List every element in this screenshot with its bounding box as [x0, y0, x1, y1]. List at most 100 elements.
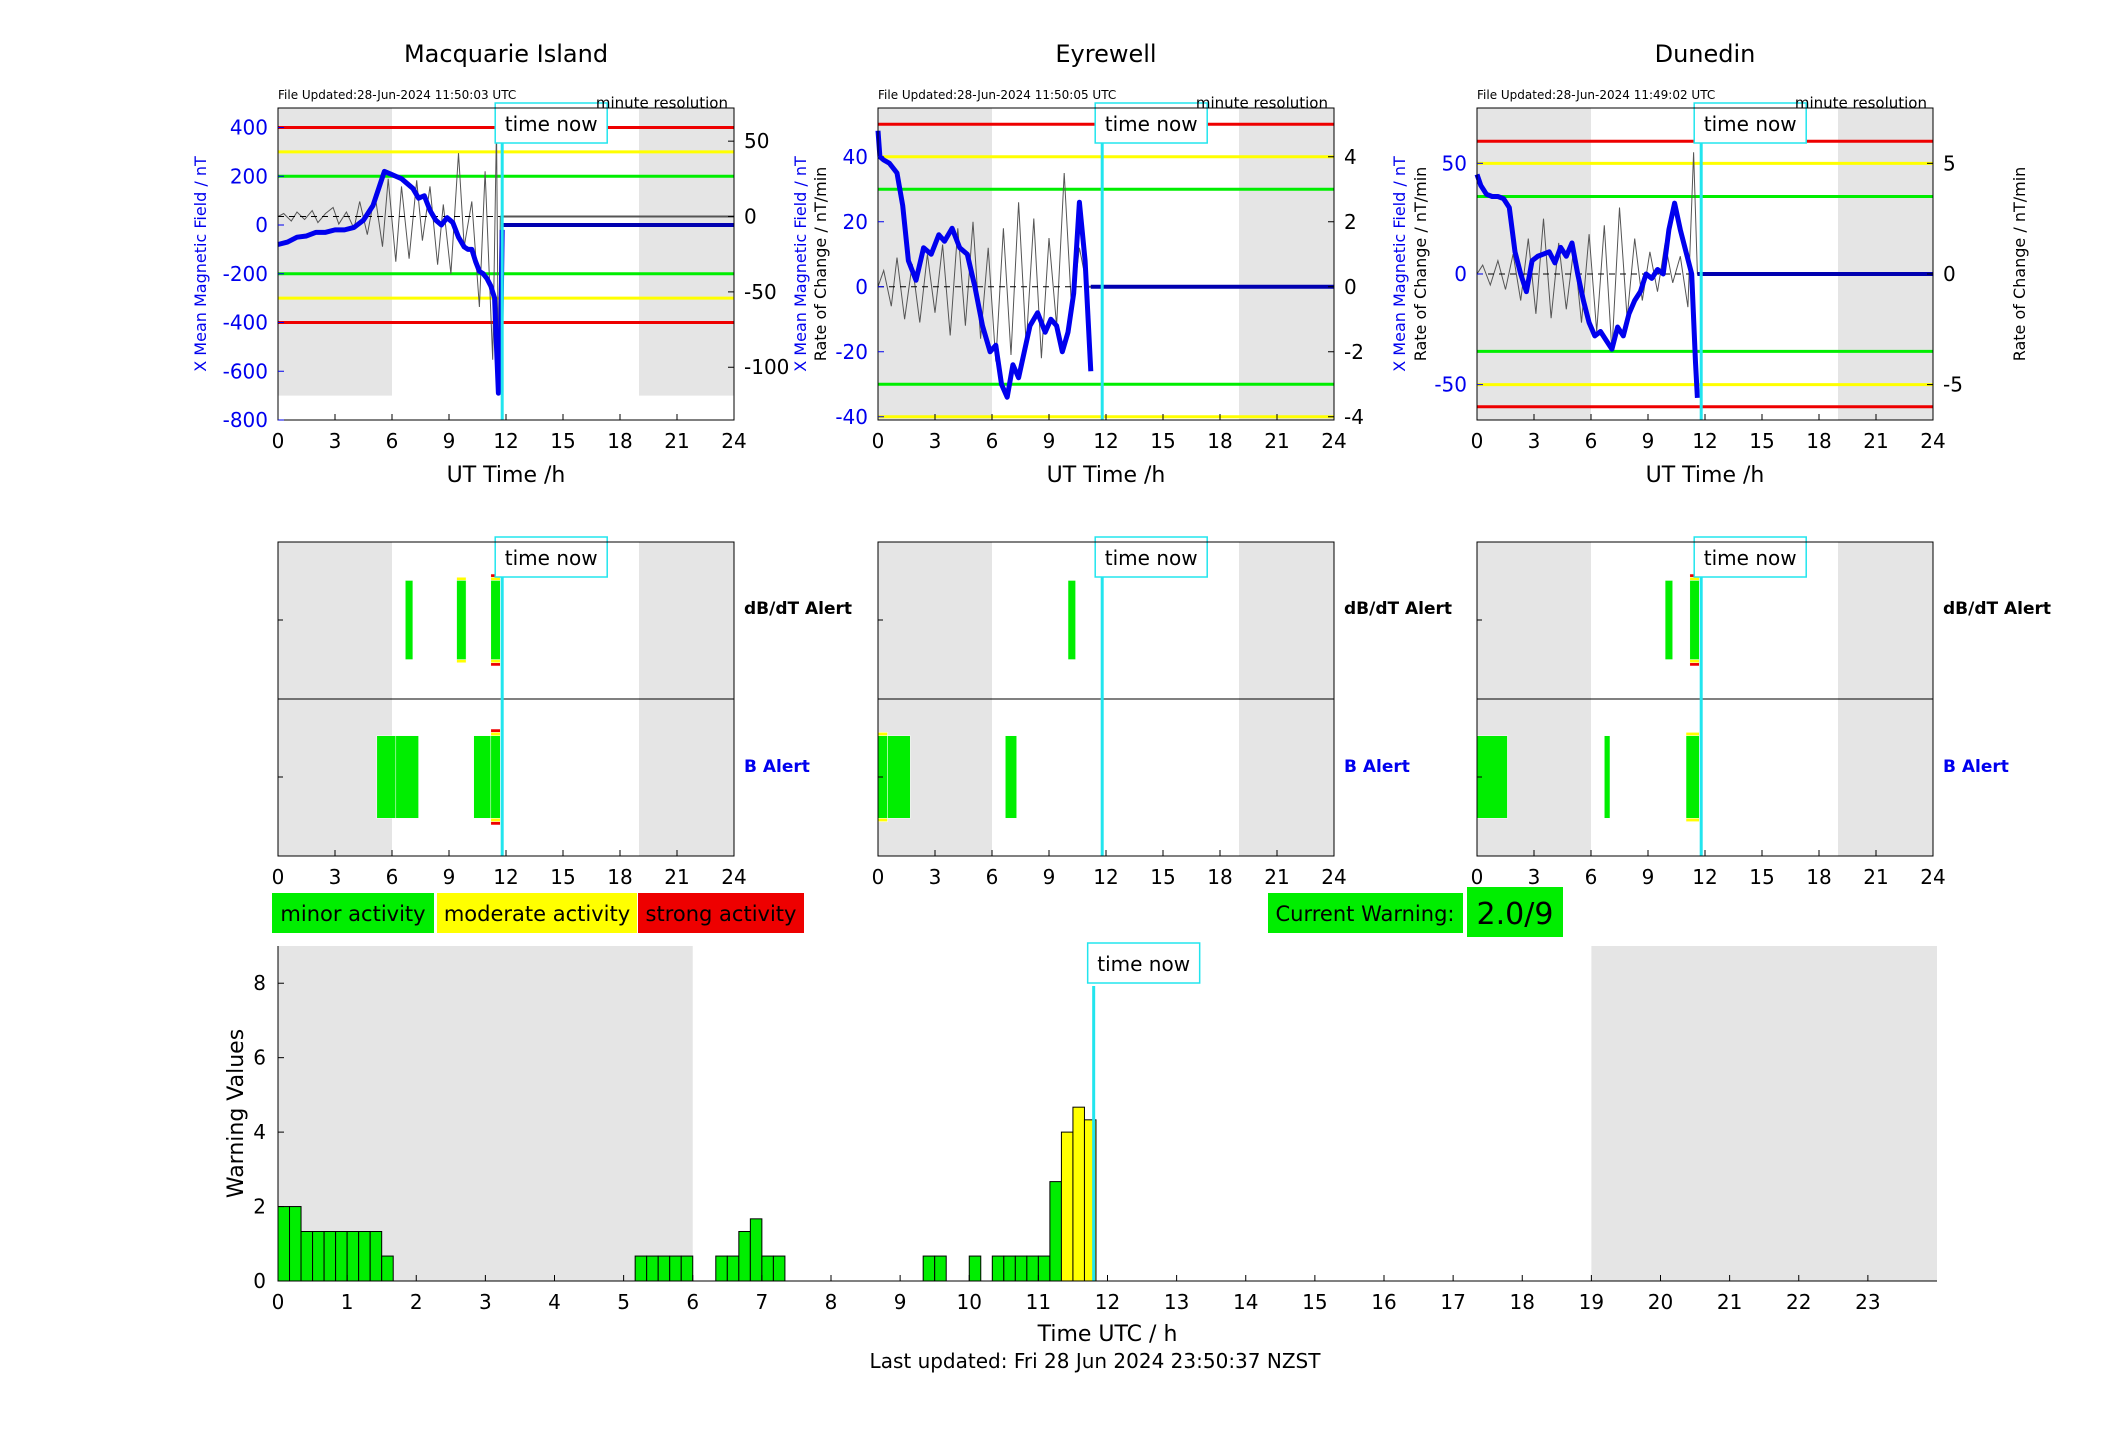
x-tick-label: 6 — [386, 865, 399, 889]
y2-tick-label: 2 — [1344, 210, 1357, 234]
x-tick-label: 3 — [929, 865, 942, 889]
x-tick-label: 3 — [329, 865, 342, 889]
x-tick-label: 9 — [894, 1290, 907, 1314]
x-tick-label: 21 — [664, 429, 689, 453]
x-tick-label: 9 — [443, 865, 456, 889]
dbdt-alert-label: dB/dT Alert — [1943, 599, 2051, 619]
warning-bar-green — [1026, 1255, 1039, 1282]
x-tick-label: 11 — [1026, 1290, 1051, 1314]
y-tick-label: -200 — [223, 262, 268, 286]
warning-bar-green — [680, 1255, 694, 1282]
y2-tick-label: 50 — [744, 129, 769, 153]
alert-panel-3: time now 0 3 6 9 12 15 18 21 24 dB/dT Alert B Alert — [1471, 536, 2051, 889]
x-tick-label: 21 — [664, 865, 689, 889]
x-tick-label: 8 — [825, 1290, 838, 1314]
last-updated-text: Last updated: Fri 28 Jun 2024 23:50:37 N… — [870, 1349, 1322, 1373]
x-tick-label: 0 — [1471, 429, 1484, 453]
x-tick-label: 6 — [986, 865, 999, 889]
b-alert-bar-green — [1685, 735, 1700, 819]
x-tick-label: 6 — [386, 429, 399, 453]
mean-field-series — [277, 168, 505, 396]
resolution-text: minute resolution — [1795, 94, 1927, 112]
y2-axis-label: Rate of Change / nT/min — [2010, 167, 2029, 362]
x-tick-label: 15 — [550, 429, 575, 453]
y2-tick-label: -100 — [744, 355, 789, 379]
time-now-label-box — [1094, 536, 1208, 578]
y2-tick-label: 0 — [744, 205, 757, 229]
warning-bar-green — [715, 1255, 728, 1282]
y2-tick-label: -2 — [1344, 340, 1364, 364]
warning-bar-green — [968, 1255, 982, 1282]
x-tick-label: 15 — [1150, 865, 1175, 889]
warning-bar-green — [277, 1206, 291, 1282]
y-tick-label: 400 — [230, 116, 268, 140]
warning-bar-green — [749, 1218, 763, 1282]
warning-bar-green — [991, 1255, 1005, 1282]
warning-bar-green — [369, 1230, 383, 1282]
x-tick-label: 18 — [607, 865, 632, 889]
x-tick-label: 19 — [1579, 1290, 1604, 1314]
y-axis-label: Warning Values — [224, 1029, 249, 1198]
minor-activity-swatch — [272, 893, 434, 933]
x-axis-label: UT Time /h — [1646, 463, 1765, 488]
current-warning: Current Warning: 2.0/9 — [1268, 887, 1563, 937]
x-tick-label: 12 — [1093, 429, 1118, 453]
x-tick-label: 9 — [1642, 429, 1655, 453]
dbdt-alert-label: dB/dT Alert — [744, 599, 852, 619]
warning-bar-green — [772, 1255, 786, 1282]
file-updated-text: File Updated:28-Jun-2024 11:50:05 UTC — [878, 88, 1116, 102]
current-warning-value: 2.0/9 — [1477, 897, 1554, 932]
warning-bar-green — [1049, 1181, 1062, 1282]
panel-title: Macquarie Island — [404, 40, 608, 68]
y2-tick-label: -5 — [1943, 373, 1963, 397]
x-tick-label: 13 — [1164, 1290, 1189, 1314]
x-tick-label: 6 — [686, 1290, 699, 1314]
strong-activity-swatch — [638, 893, 804, 933]
dbdt-alert-bar-green — [405, 580, 414, 660]
x-tick-label: 17 — [1440, 1290, 1465, 1314]
x-axis-label: UT Time /h — [1047, 463, 1166, 488]
x-tick-label: 22 — [1786, 1290, 1811, 1314]
field-panel-1: time now 0 3 6 9 12 15 18 21 24 -800 -600 -400 -200 0 2… — [191, 40, 830, 488]
x-tick-label: 0 — [1471, 865, 1484, 889]
y-axis-label: X Mean Magnetic Field / nT — [791, 156, 810, 372]
time-now-label-box — [494, 536, 608, 578]
night-shade — [1591, 946, 1937, 1281]
moderate-activity-swatch — [437, 893, 637, 933]
dbdt-alert-bar-green — [490, 580, 501, 660]
x-tick-label: 3 — [329, 429, 342, 453]
x-tick-label: 0 — [272, 429, 285, 453]
y-axis-label: X Mean Magnetic Field / nT — [191, 156, 210, 372]
x-tick-label: 6 — [1585, 429, 1598, 453]
x-tick-label: 20 — [1648, 1290, 1673, 1314]
warning-bar-yellow — [1072, 1106, 1085, 1282]
night-shade — [639, 108, 734, 396]
b-alert-label: B Alert — [1344, 757, 1410, 777]
x-tick-label: 3 — [479, 1290, 492, 1314]
x-tick-label: 14 — [1233, 1290, 1258, 1314]
time-now-label: time now — [1105, 112, 1198, 136]
x-tick-label: 18 — [607, 429, 632, 453]
activity-legend: minor activity moderate activity strong ac… — [272, 893, 804, 933]
mean-field-series — [1474, 173, 1700, 399]
y2-axis-label: Rate of Change / nT/min — [1411, 167, 1430, 362]
y2-tick-label: -50 — [744, 280, 777, 304]
y-tick-label: 2 — [253, 1195, 266, 1219]
x-tick-label: 24 — [721, 865, 746, 889]
x-tick-label: 9 — [443, 429, 456, 453]
warning-bar-green — [289, 1206, 302, 1282]
b-alert-bar-green — [395, 735, 419, 819]
rate-of-change-series — [277, 126, 501, 375]
time-now-label: time now — [1704, 546, 1797, 570]
y2-tick-label: 4 — [1344, 145, 1357, 169]
warning-bar-green — [300, 1230, 314, 1282]
warning-bar-green — [323, 1230, 337, 1282]
alert-panel-1: time now 0 3 6 9 12 15 18 21 24 dB/dT Alert B Alert — [272, 536, 852, 889]
x-tick-label: 18 — [1207, 429, 1232, 453]
b-alert-label: B Alert — [1943, 757, 2009, 777]
x-tick-label: 15 — [550, 865, 575, 889]
y-tick-label: -50 — [1434, 373, 1467, 397]
y2-tick-label: -4 — [1344, 405, 1364, 429]
x-tick-label: 16 — [1371, 1290, 1396, 1314]
b-alert-bar-green — [1005, 735, 1017, 819]
